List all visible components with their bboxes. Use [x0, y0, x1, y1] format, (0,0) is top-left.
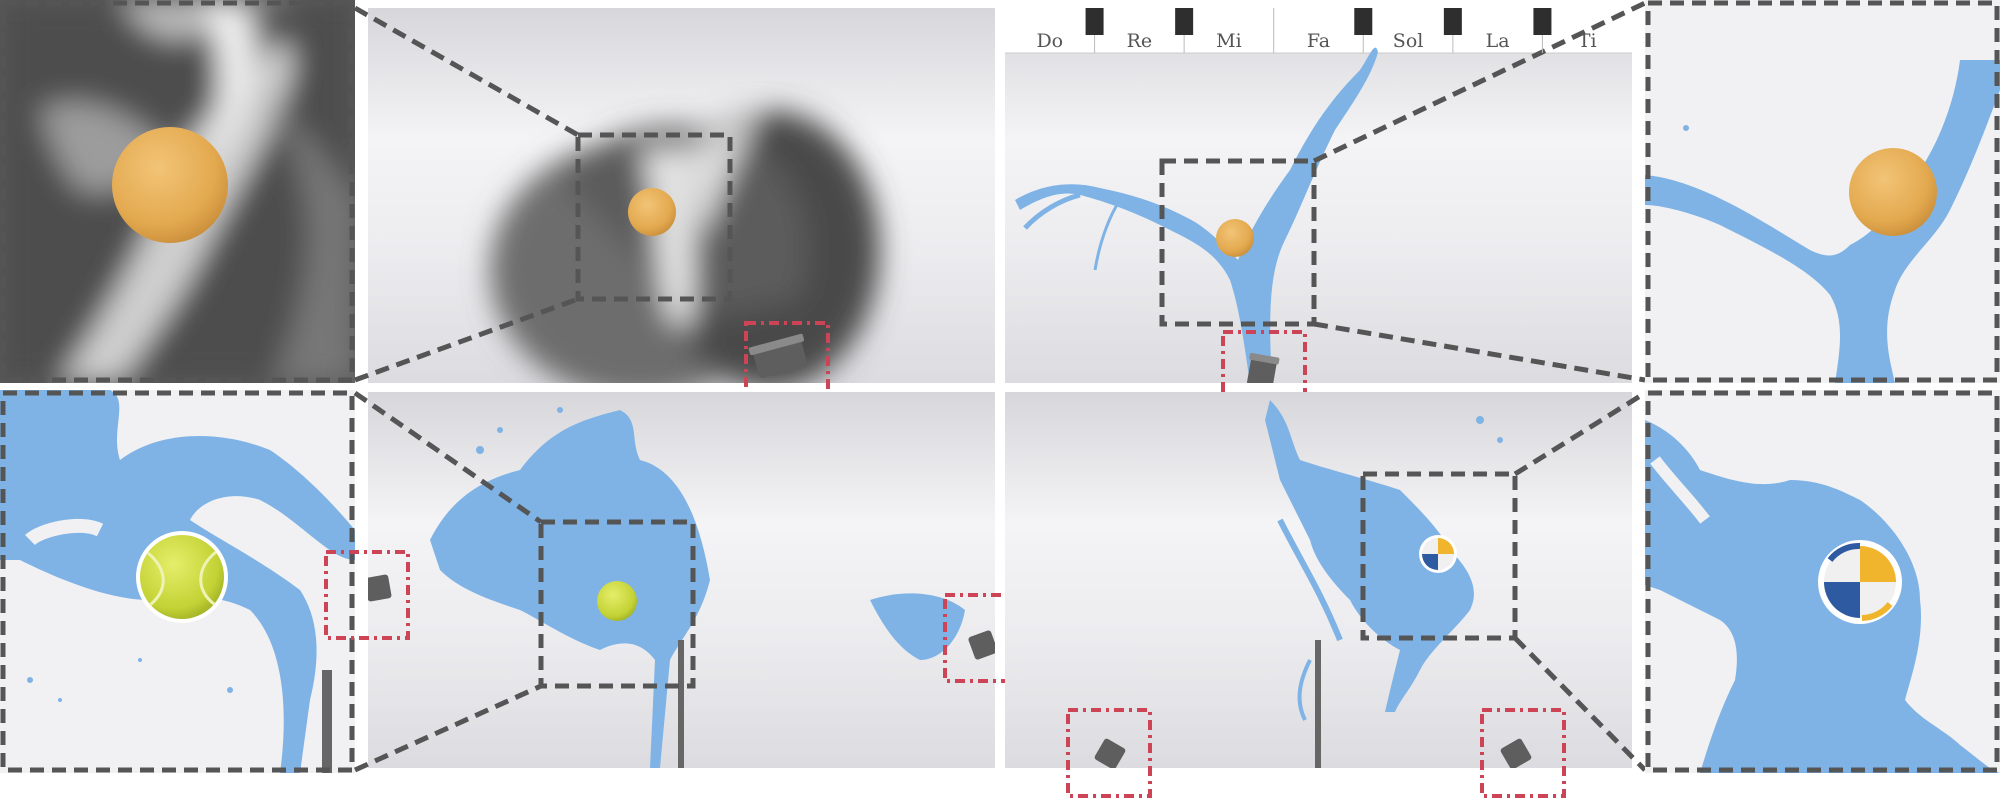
orange-ball-icon — [628, 188, 676, 236]
piano-scene-panel — [1005, 8, 1632, 383]
zoom-frame — [0, 390, 355, 773]
smoke-scene-panel — [368, 8, 995, 383]
piano-keys-group: Do Re Mi Fa Sol La Ti — [1036, 8, 1597, 53]
nozzle-icon — [968, 630, 995, 660]
piano-note-label: Fa — [1307, 30, 1330, 52]
nozzle-highlight-box — [943, 593, 1029, 683]
nozzle-icon — [1247, 352, 1280, 383]
nozzle-icon — [1500, 738, 1532, 768]
nozzle-icon — [1094, 738, 1126, 768]
piano-note-label: Ti — [1578, 30, 1597, 52]
nozzle-highlight-box — [1221, 330, 1307, 420]
orange-ball-icon — [1216, 219, 1254, 257]
piano-black-key — [1085, 8, 1104, 35]
piano-black-key — [1533, 8, 1552, 35]
orange-ball-icon — [1849, 148, 1937, 236]
tennis-scene-panel — [368, 392, 995, 768]
tennis-zoom-panel — [0, 390, 355, 773]
piano-black-key — [1175, 8, 1194, 35]
piano-note-label: Do — [1036, 30, 1063, 52]
zoom-box — [538, 519, 696, 689]
volleyball-scene-panel — [1005, 392, 1632, 768]
piano-keyboard — [1005, 8, 1632, 53]
nozzle-highlight-box — [1480, 708, 1566, 798]
nozzle-highlight-box — [1066, 708, 1152, 798]
nozzle-icon — [368, 574, 392, 602]
nozzle-highlight-box — [324, 550, 410, 640]
piano-zoom-panel — [1645, 0, 2000, 383]
tennis-ball-icon — [140, 535, 224, 619]
piano-note-label: La — [1486, 30, 1510, 52]
orange-ball-icon — [112, 127, 228, 243]
piano-note-label: Mi — [1216, 30, 1242, 52]
piano-black-key — [1354, 8, 1373, 35]
smoke-zoom-panel — [0, 0, 355, 383]
volleyball-icon — [1422, 538, 1454, 570]
volleyball-icon — [1824, 542, 1896, 621]
nozzle-highlight-box — [744, 321, 830, 413]
zoom-frame — [0, 0, 355, 383]
piano-black-key — [1443, 8, 1462, 35]
zoom-frame — [1645, 390, 2000, 773]
nozzle-icon — [748, 333, 808, 379]
zoom-box — [575, 132, 733, 302]
volleyball-zoom-panel — [1645, 390, 2000, 773]
piano-note-label: Sol — [1393, 30, 1424, 52]
piano-note-label: Re — [1127, 30, 1153, 52]
zoom-box — [1360, 471, 1518, 641]
zoom-box — [1159, 158, 1317, 327]
zoom-frame — [1645, 0, 2000, 383]
tennis-ball-icon — [597, 581, 637, 621]
